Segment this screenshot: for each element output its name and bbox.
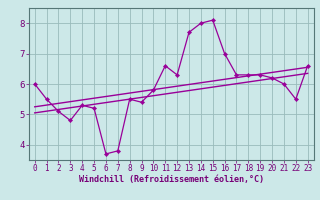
X-axis label: Windchill (Refroidissement éolien,°C): Windchill (Refroidissement éolien,°C) [79, 175, 264, 184]
